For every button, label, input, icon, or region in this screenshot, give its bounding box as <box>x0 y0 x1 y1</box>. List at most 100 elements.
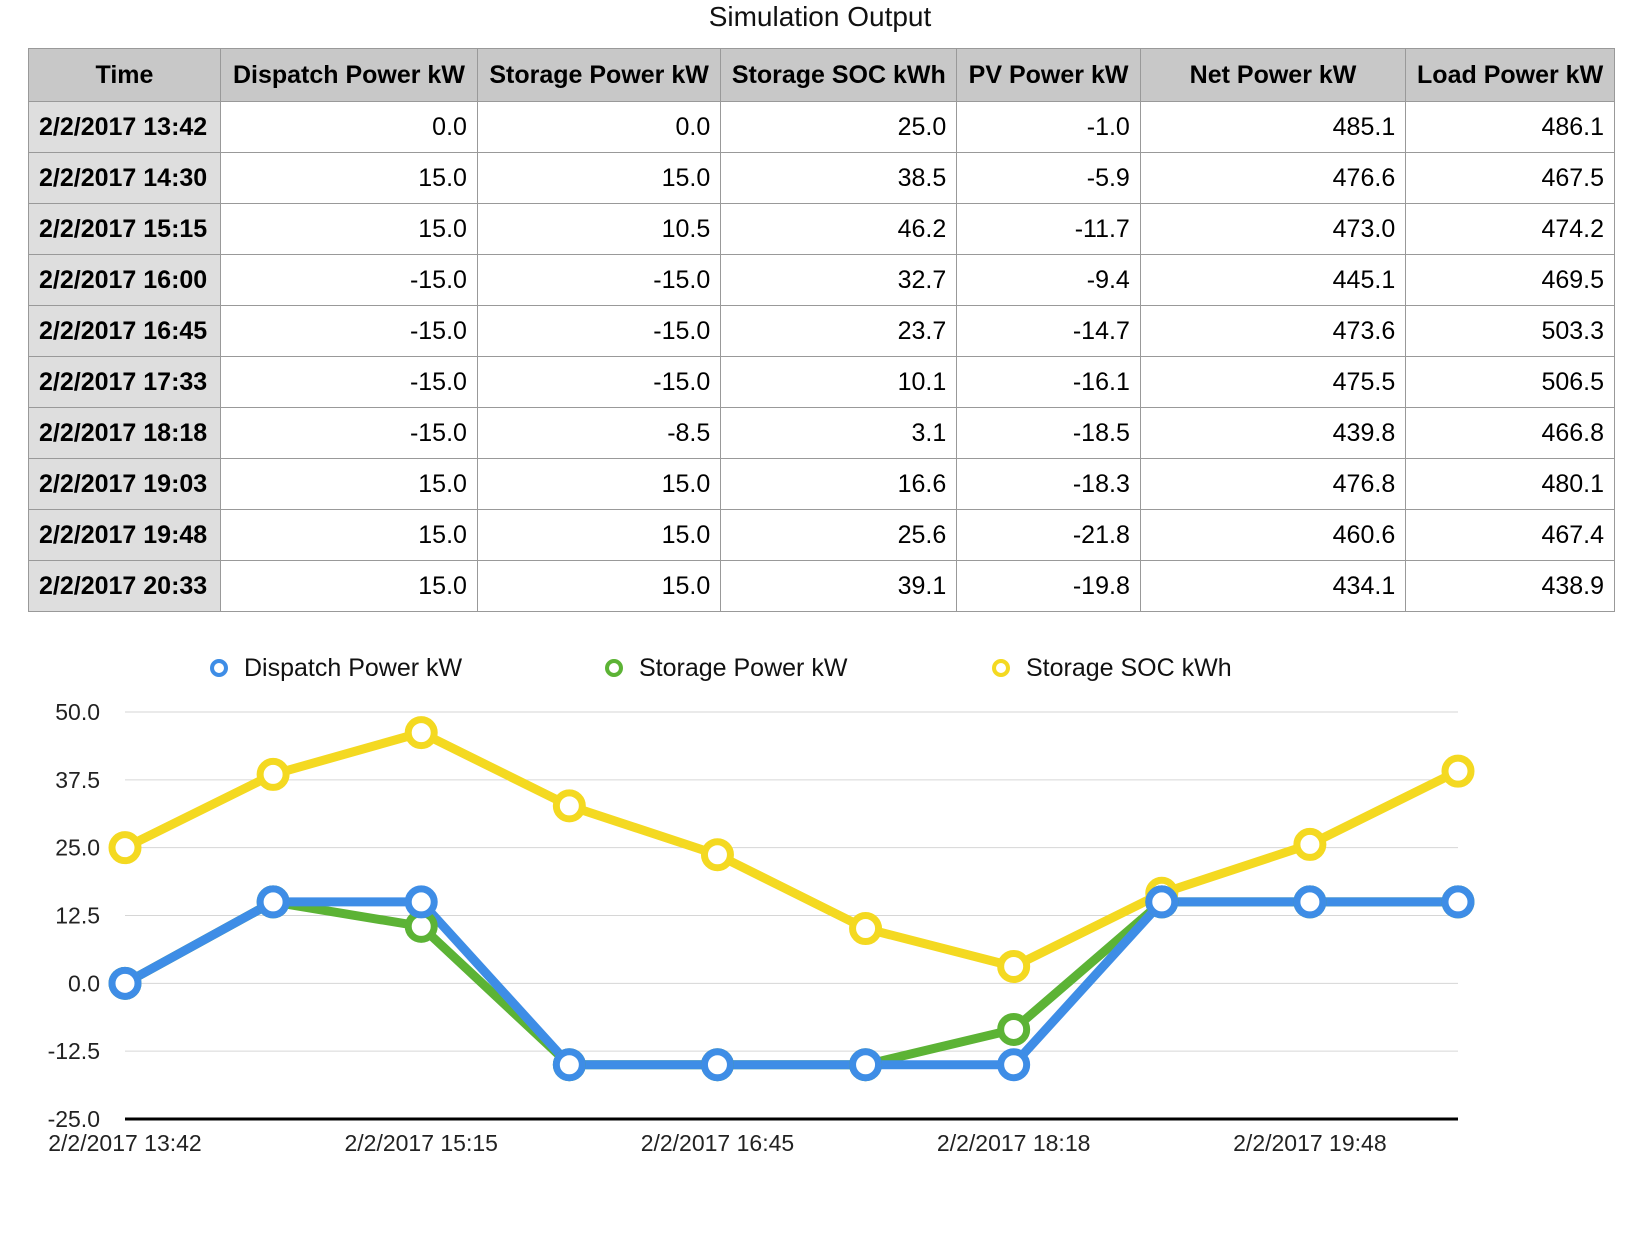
series-line <box>120 897 1463 1070</box>
table-cell: 438.9 <box>1405 560 1615 612</box>
row-time-cell: 2/2/2017 15:15 <box>28 203 221 255</box>
table-cell: 434.1 <box>1139 560 1407 612</box>
y-tick-label: -25.0 <box>48 1106 100 1132</box>
table-row: 2/2/2017 16:00 -15.0 -15.0 32.7 -9.4 445.1 469… <box>28 254 1615 306</box>
y-tick-label: 25.0 <box>55 835 100 861</box>
table-cell: -15.0 <box>219 305 478 357</box>
data-point <box>552 789 586 823</box>
table-cell: 486.1 <box>1405 101 1615 153</box>
legend-label-storage-soc: Storage SOC kWh <box>1026 653 1232 682</box>
x-tick-label: 2/2/2017 15:15 <box>344 1130 497 1156</box>
table-row: 2/2/2017 19:03 15.0 15.0 16.6 -18.3 476.8 480.… <box>28 458 1615 510</box>
table-cell: 475.5 <box>1139 356 1407 408</box>
table-cell: -14.7 <box>956 305 1141 357</box>
table-cell: 506.5 <box>1405 356 1615 408</box>
table-cell: 25.0 <box>720 101 958 153</box>
table-row: 2/2/2017 18:18 -15.0 -8.5 3.1 -18.5 439.8 466.… <box>28 407 1615 459</box>
data-point <box>108 831 142 865</box>
row-time-cell: 2/2/2017 18:18 <box>28 407 221 459</box>
x-tick-label: 2/2/2017 13:42 <box>48 1130 201 1156</box>
table-cell: 460.6 <box>1139 509 1407 561</box>
table-cell: 0.0 <box>476 101 722 153</box>
y-tick-label: 50.0 <box>55 700 100 725</box>
legend-marker-dispatch <box>210 659 228 677</box>
table-row: 2/2/2017 20:33 15.0 15.0 39.1 -19.8 434.1 438.… <box>28 560 1615 612</box>
table-cell: -9.4 <box>956 254 1141 306</box>
y-tick-label: -12.5 <box>48 1038 100 1064</box>
table-cell: 473.0 <box>1139 203 1407 255</box>
column-header: Storage Power kW <box>476 48 722 102</box>
data-point <box>997 1012 1031 1046</box>
data-point <box>1293 885 1327 919</box>
table-cell: 476.8 <box>1139 458 1407 510</box>
legend-marker-storage-soc <box>992 659 1010 677</box>
table-cell: 445.1 <box>1139 254 1407 306</box>
table-cell: 485.1 <box>1139 101 1407 153</box>
data-point <box>997 950 1031 984</box>
data-point <box>404 716 438 750</box>
table-cell: -5.9 <box>956 152 1141 204</box>
row-time-cell: 2/2/2017 16:00 <box>28 254 221 306</box>
data-point <box>1293 827 1327 861</box>
row-time-cell: 2/2/2017 14:30 <box>28 152 221 204</box>
row-time-cell: 2/2/2017 13:42 <box>28 101 221 153</box>
table-row: 2/2/2017 17:33 -15.0 -15.0 10.1 -16.1 475.5 50… <box>28 356 1615 408</box>
data-point <box>404 885 438 919</box>
column-header: PV Power kW <box>956 48 1141 102</box>
legend-item-storage-power: Storage Power kW <box>605 650 847 686</box>
table-cell: 10.1 <box>720 356 958 408</box>
data-point <box>256 757 290 791</box>
table-cell: 23.7 <box>720 305 958 357</box>
legend-item-storage-soc: Storage SOC kWh <box>992 650 1232 686</box>
table-cell: -19.8 <box>956 560 1141 612</box>
row-time-cell: 2/2/2017 17:33 <box>28 356 221 408</box>
table-cell: -18.5 <box>956 407 1141 459</box>
row-time-cell: 2/2/2017 19:48 <box>28 509 221 561</box>
data-point <box>849 1048 883 1082</box>
table-cell: -15.0 <box>476 254 722 306</box>
data-point <box>552 1048 586 1082</box>
table-row: 2/2/2017 13:42 0.0 0.0 25.0 -1.0 485.1 486.1 <box>28 101 1615 153</box>
table-cell: -15.0 <box>219 254 478 306</box>
x-tick-label: 2/2/2017 16:45 <box>641 1130 794 1156</box>
table-cell: 15.0 <box>219 509 478 561</box>
row-time-cell: 2/2/2017 20:33 <box>28 560 221 612</box>
table-cell: 46.2 <box>720 203 958 255</box>
table-cell: -15.0 <box>219 407 478 459</box>
data-table: Time Dispatch Power kW Storage Power kW Sto… <box>28 48 1615 612</box>
table-cell: 469.5 <box>1405 254 1615 306</box>
x-tick-label: 2/2/2017 18:18 <box>937 1130 1090 1156</box>
table-cell: -16.1 <box>956 356 1141 408</box>
table-cell: 15.0 <box>476 458 722 510</box>
table-cell: -15.0 <box>476 305 722 357</box>
data-point <box>108 966 142 1000</box>
series-line <box>120 728 1463 972</box>
table-row: 2/2/2017 16:45 -15.0 -15.0 23.7 -14.7 473.6 50… <box>28 305 1615 357</box>
table-cell: -1.0 <box>956 101 1141 153</box>
table-row: 2/2/2017 19:48 15.0 15.0 25.6 -21.8 460.6 467.… <box>28 509 1615 561</box>
y-tick-label: 12.5 <box>55 903 100 929</box>
data-point <box>1441 885 1475 919</box>
table-cell: 3.1 <box>720 407 958 459</box>
table-cell: 473.6 <box>1139 305 1407 357</box>
column-header: Storage SOC kWh <box>720 48 958 102</box>
table-cell: 15.0 <box>476 560 722 612</box>
table-cell: 480.1 <box>1405 458 1615 510</box>
column-header: Load Power kW <box>1405 48 1615 102</box>
data-point <box>700 838 734 872</box>
table-cell: 476.6 <box>1139 152 1407 204</box>
column-header: Dispatch Power kW <box>219 48 478 102</box>
data-point <box>1441 754 1475 788</box>
x-tick-label: 2/2/2017 19:48 <box>1233 1130 1386 1156</box>
table-cell: 503.3 <box>1405 305 1615 357</box>
legend-label-dispatch: Dispatch Power kW <box>244 653 463 682</box>
table-cell: 10.5 <box>476 203 722 255</box>
table-cell: 15.0 <box>219 560 478 612</box>
table-cell: 0.0 <box>219 101 478 153</box>
table-cell: 474.2 <box>1405 203 1615 255</box>
table-cell: -18.3 <box>956 458 1141 510</box>
table-row: 2/2/2017 14:30 15.0 15.0 38.5 -5.9 476.6 467.5 <box>28 152 1615 204</box>
data-point <box>849 912 883 946</box>
table-cell: 466.8 <box>1405 407 1615 459</box>
line-chart: 50.0 37.5 25.0 12.5 0.0 -12.5 -25.02/2/2017 13… <box>48 700 1475 1156</box>
